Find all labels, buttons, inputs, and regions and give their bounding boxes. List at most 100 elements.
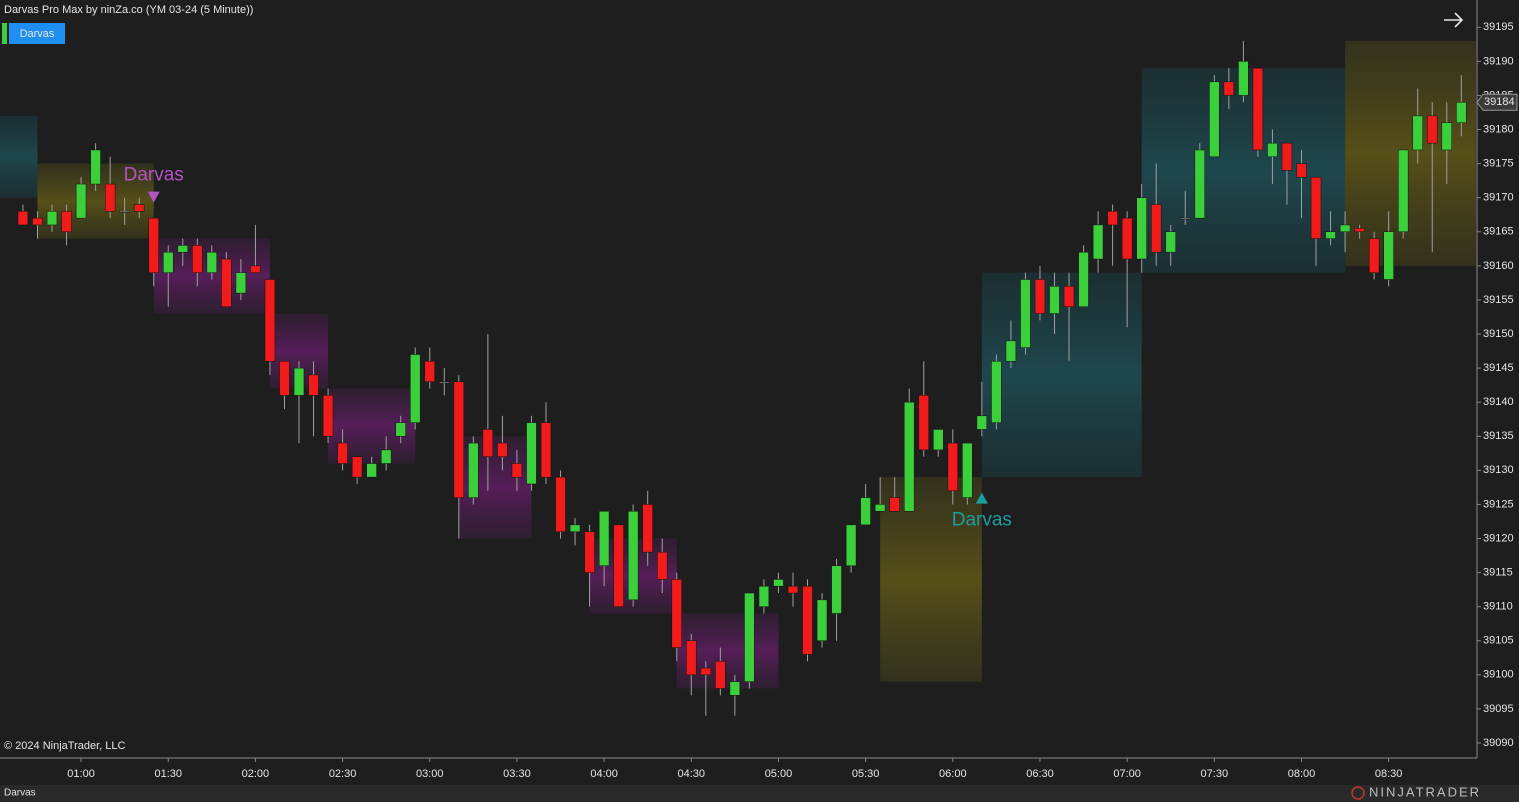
candle-body <box>540 422 552 478</box>
candle-body <box>1194 149 1205 219</box>
signal-marker <box>975 492 988 504</box>
y-tick-label: 39180 <box>1483 123 1514 135</box>
candle-body <box>1005 340 1017 362</box>
x-tick-label: 03:30 <box>503 768 531 780</box>
candle-body <box>1209 81 1220 158</box>
candle-body <box>758 585 770 607</box>
candle-body <box>1267 142 1278 158</box>
candle-body <box>192 245 203 273</box>
candle-body <box>1252 67 1264 151</box>
candle-body <box>424 361 435 382</box>
x-tick-label: 05:30 <box>852 768 880 780</box>
candle-body <box>104 183 116 212</box>
candle-body <box>75 183 87 219</box>
candle-body <box>1456 101 1467 123</box>
signal-label: Darvas <box>124 165 184 186</box>
candle-body <box>119 211 130 213</box>
candle-body <box>845 524 857 567</box>
candle-body <box>1441 122 1452 151</box>
candle-body <box>889 497 900 512</box>
candle-body <box>584 531 595 573</box>
candle-body <box>410 354 421 423</box>
y-tick-label: 39190 <box>1483 55 1514 67</box>
candle-body <box>1354 228 1365 233</box>
y-tick-label: 39195 <box>1483 21 1514 33</box>
x-tick-label: 08:00 <box>1288 768 1316 780</box>
candle-body <box>962 442 973 498</box>
candle-body <box>976 415 988 430</box>
candle-body <box>177 245 188 253</box>
candle-body <box>293 367 305 396</box>
x-tick-label: 05:00 <box>765 768 793 780</box>
x-tick-label: 07:30 <box>1201 768 1229 780</box>
candle-body <box>1238 61 1249 96</box>
signal-label: Darvas <box>952 510 1012 531</box>
candle-body <box>17 211 29 226</box>
candle-body <box>1281 142 1293 171</box>
candle-body <box>1078 251 1089 307</box>
candle-body <box>322 395 334 437</box>
candle-body <box>1136 197 1147 260</box>
candle-body <box>133 204 145 212</box>
candle-body <box>1063 286 1075 307</box>
candle-body <box>904 401 915 512</box>
candle-body <box>206 251 218 273</box>
candle-body <box>569 524 581 532</box>
candle-body <box>1107 211 1118 226</box>
candle-body <box>657 551 668 580</box>
y-tick-label: 39105 <box>1483 635 1514 647</box>
x-tick-label: 02:00 <box>242 768 270 780</box>
candle-body <box>802 585 813 655</box>
candle-body <box>686 640 697 676</box>
x-tick-label: 04:00 <box>590 768 618 780</box>
candle-body <box>482 429 494 457</box>
candle-body <box>511 463 523 478</box>
y-tick-label: 39155 <box>1483 294 1514 306</box>
indicator-button[interactable] <box>9 23 65 44</box>
candle-body <box>90 149 101 185</box>
y-tick-label: 39110 <box>1483 601 1513 613</box>
y-tick-label: 39125 <box>1483 498 1514 510</box>
candle-body <box>468 442 479 498</box>
y-tick-label: 39100 <box>1483 669 1514 681</box>
y-tick-label: 39170 <box>1483 192 1514 204</box>
signal-marker <box>147 191 160 203</box>
candle-body <box>831 565 842 614</box>
candle-body <box>671 579 682 648</box>
candle-body <box>1092 224 1104 260</box>
candle-body <box>61 211 72 233</box>
y-tick-label: 39160 <box>1483 260 1514 272</box>
y-tick-label: 39115 <box>1483 566 1513 578</box>
candle-body <box>700 667 711 676</box>
chart-title: Darvas Pro Max by ninZa.co (YM 03-24 (5 … <box>4 4 253 16</box>
candle-body <box>526 422 537 485</box>
candle-body <box>947 442 958 492</box>
x-tick-label: 01:00 <box>67 768 95 780</box>
x-tick-label: 01:30 <box>154 768 182 780</box>
candle-body <box>787 585 799 594</box>
indicator-button-label[interactable]: Darvas <box>20 28 55 40</box>
y-tick-label: 39175 <box>1483 158 1514 170</box>
y-tick-label: 39165 <box>1483 226 1514 238</box>
candle-body <box>555 476 566 532</box>
candle-body <box>1339 224 1351 233</box>
candle-body <box>1368 238 1380 273</box>
y-tick-label: 39130 <box>1483 464 1514 476</box>
status-bar <box>0 785 1519 802</box>
x-tick-label: 04:30 <box>678 768 706 780</box>
candle-body <box>264 279 276 362</box>
candle-body <box>1121 217 1133 260</box>
candle-body <box>1310 176 1322 239</box>
x-tick-label: 07:00 <box>1113 768 1141 780</box>
candle-body <box>715 660 726 689</box>
candle-body <box>1223 81 1235 96</box>
y-tick-label: 39140 <box>1483 396 1514 408</box>
candle-body <box>32 217 43 226</box>
candle-body <box>933 429 944 451</box>
scroll-arrow[interactable] <box>1444 12 1464 28</box>
candle-body <box>337 442 348 464</box>
x-tick-label: 06:30 <box>1026 768 1054 780</box>
candle-body <box>598 510 610 567</box>
candle-body <box>1325 231 1336 239</box>
tab-label[interactable]: Darvas <box>4 788 36 799</box>
